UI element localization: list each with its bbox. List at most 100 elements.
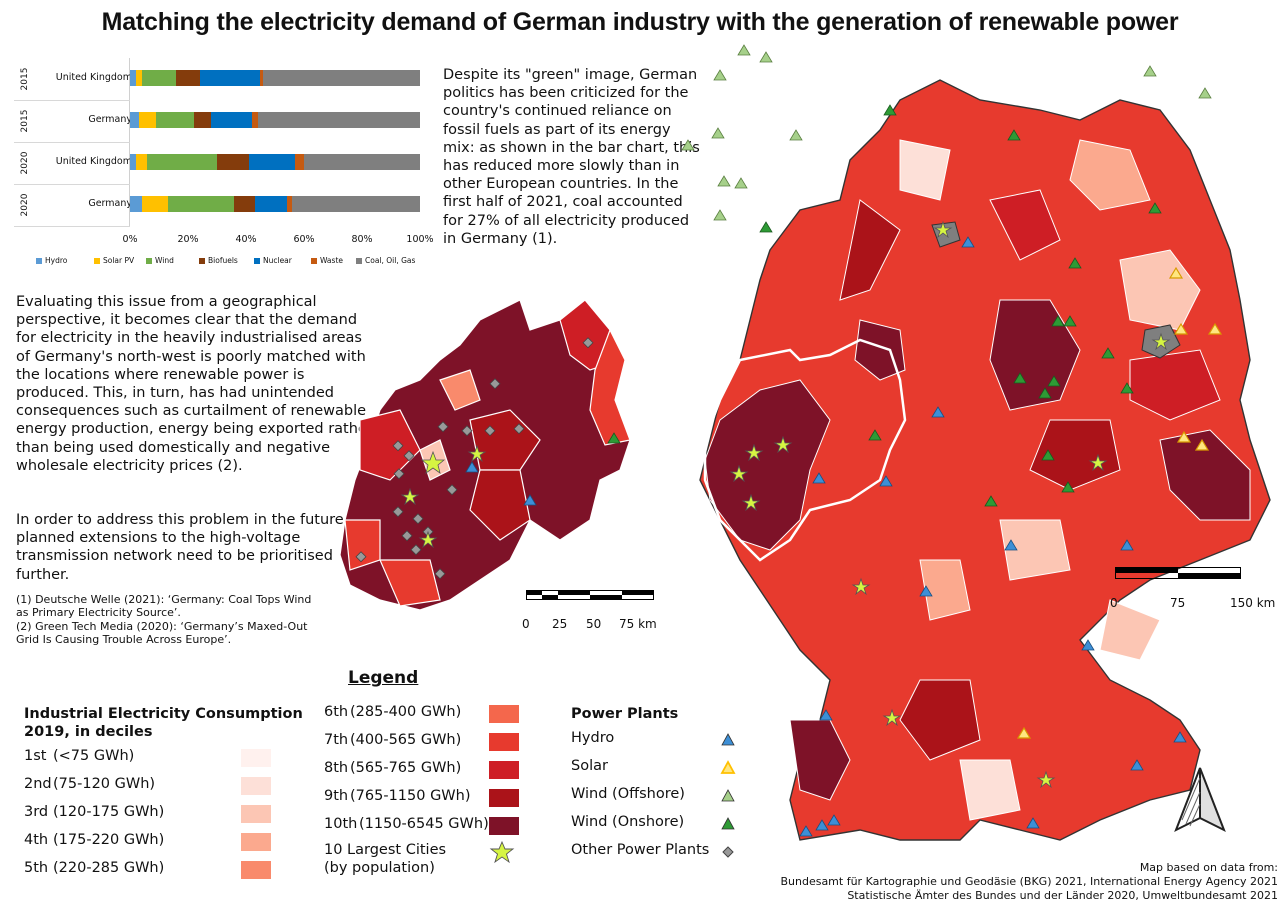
wind-onshore-marker[interactable] (1051, 315, 1065, 327)
other-plant-marker[interactable] (392, 506, 404, 518)
other-plant-marker[interactable] (437, 421, 449, 433)
other-plant-marker[interactable] (403, 450, 415, 462)
wind-onshore-marker[interactable] (1061, 481, 1075, 493)
city-star-marker[interactable] (1088, 453, 1108, 472)
wind-onshore-marker[interactable] (1038, 387, 1052, 399)
solar-marker[interactable] (1016, 726, 1032, 739)
wind-onshore-marker[interactable] (1007, 129, 1021, 141)
wind-offshore-marker[interactable] (681, 139, 695, 151)
city-star-marker[interactable] (1036, 770, 1056, 789)
solar-marker[interactable] (1207, 322, 1223, 335)
wind-onshore-marker[interactable] (1063, 315, 1077, 327)
bar-segment-waste[interactable] (260, 70, 264, 86)
city-star-marker[interactable] (467, 444, 487, 463)
other-plant-marker[interactable] (410, 544, 422, 556)
bar-segment-coal-oil-gas[interactable] (257, 112, 420, 128)
bar-segment-wind[interactable] (167, 196, 235, 212)
hydro-marker[interactable] (931, 406, 945, 418)
wind-onshore-marker[interactable] (868, 429, 882, 441)
hydro-marker[interactable] (1120, 539, 1134, 551)
hydro-marker[interactable] (1081, 639, 1095, 651)
other-plant-marker[interactable] (461, 425, 473, 437)
hydro-marker[interactable] (919, 585, 933, 597)
solar-marker[interactable] (1173, 322, 1189, 335)
other-plant-marker[interactable] (434, 568, 446, 580)
other-plant-marker[interactable] (412, 513, 424, 525)
other-plant-marker[interactable] (446, 484, 458, 496)
wind-offshore-marker[interactable] (713, 69, 727, 81)
bar-segment-hydro[interactable] (130, 112, 139, 128)
hydro-marker[interactable] (827, 814, 841, 826)
bar-segment-hydro[interactable] (130, 154, 136, 170)
city-star-marker[interactable] (851, 577, 871, 596)
city-star-marker[interactable] (882, 708, 902, 727)
other-plant-marker[interactable] (401, 530, 413, 542)
other-plant-marker[interactable] (484, 425, 496, 437)
wind-onshore-marker[interactable] (1013, 372, 1027, 384)
city-star-marker[interactable] (729, 464, 749, 483)
bar-segment-waste[interactable] (295, 154, 304, 170)
wind-onshore-marker[interactable] (607, 432, 621, 444)
hydro-marker[interactable] (819, 709, 833, 721)
bar-segment-nuclear[interactable] (199, 70, 261, 86)
city-star-marker[interactable] (420, 450, 446, 474)
hydro-marker[interactable] (523, 494, 537, 506)
wind-offshore-marker[interactable] (734, 177, 748, 189)
bar-segment-waste[interactable] (251, 112, 258, 128)
city-star-marker[interactable] (741, 493, 761, 512)
bar-segment-solar-pv[interactable] (141, 196, 168, 212)
wind-offshore-marker[interactable] (789, 129, 803, 141)
wind-offshore-marker[interactable] (1198, 87, 1212, 99)
other-plant-marker[interactable] (355, 551, 367, 563)
wind-offshore-marker[interactable] (711, 127, 725, 139)
bar-segment-nuclear[interactable] (211, 112, 252, 128)
bar-segment-solar-pv[interactable] (135, 154, 148, 170)
bar-segment-nuclear[interactable] (254, 196, 287, 212)
hydro-marker[interactable] (1004, 539, 1018, 551)
wind-onshore-marker[interactable] (1101, 347, 1115, 359)
wind-offshore-marker[interactable] (737, 44, 751, 56)
wind-offshore-marker[interactable] (1143, 65, 1157, 77)
hydro-marker[interactable] (812, 472, 826, 484)
city-star-marker[interactable] (773, 435, 793, 454)
bar-segment-wind[interactable] (156, 112, 194, 128)
other-plant-marker[interactable] (582, 337, 594, 349)
bar-segment-solar-pv[interactable] (135, 70, 142, 86)
hydro-marker[interactable] (1130, 759, 1144, 771)
wind-onshore-marker[interactable] (1047, 375, 1061, 387)
wind-offshore-marker[interactable] (759, 51, 773, 63)
other-plant-marker[interactable] (393, 468, 405, 480)
wind-offshore-marker[interactable] (717, 175, 731, 187)
hydro-marker[interactable] (799, 825, 813, 837)
solar-marker[interactable] (1168, 266, 1184, 279)
wind-onshore-marker[interactable] (883, 104, 897, 116)
wind-offshore-marker[interactable] (713, 209, 727, 221)
hydro-marker[interactable] (1173, 731, 1187, 743)
other-plant-marker[interactable] (489, 378, 501, 390)
city-star-marker[interactable] (1151, 332, 1171, 351)
bar-segment-wind[interactable] (147, 154, 217, 170)
bar-segment-biofuels[interactable] (216, 154, 249, 170)
bar-segment-hydro[interactable] (130, 70, 136, 86)
bar-segment-wind[interactable] (141, 70, 177, 86)
hydro-marker[interactable] (961, 236, 975, 248)
hydro-marker[interactable] (879, 475, 893, 487)
city-star-marker[interactable] (744, 443, 764, 462)
solar-marker[interactable] (1176, 430, 1192, 443)
wind-onshore-marker[interactable] (1148, 202, 1162, 214)
other-plant-marker[interactable] (392, 440, 404, 452)
wind-onshore-marker[interactable] (1068, 257, 1082, 269)
bar-segment-coal-oil-gas[interactable] (292, 196, 420, 212)
bar-segment-solar-pv[interactable] (138, 112, 157, 128)
other-plant-marker[interactable] (513, 423, 525, 435)
bar-segment-biofuels[interactable] (193, 112, 212, 128)
wind-onshore-marker[interactable] (1041, 449, 1055, 461)
solar-marker[interactable] (1194, 438, 1210, 451)
wind-onshore-marker[interactable] (984, 495, 998, 507)
city-star-marker[interactable] (400, 487, 420, 506)
hydro-marker[interactable] (815, 819, 829, 831)
city-star-marker[interactable] (418, 530, 438, 549)
hydro-marker[interactable] (1026, 817, 1040, 829)
hydro-marker[interactable] (465, 461, 479, 473)
bar-segment-biofuels[interactable] (234, 196, 255, 212)
